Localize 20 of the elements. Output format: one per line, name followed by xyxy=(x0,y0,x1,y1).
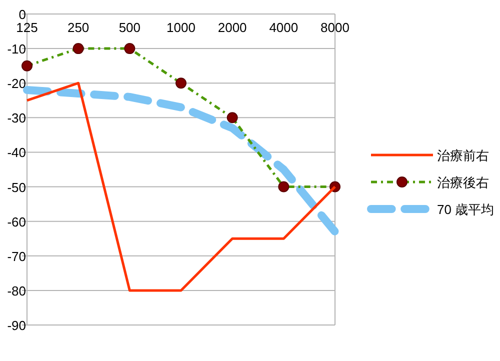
y-tick-label: 0 xyxy=(18,7,26,22)
x-tick-label: 500 xyxy=(118,20,141,35)
y-tick-label: -30 xyxy=(7,110,26,126)
y-tick-label: -10 xyxy=(7,42,26,57)
x-tick-label: 8000 xyxy=(320,20,350,35)
y-tick-label: -20 xyxy=(7,76,26,92)
x-tick-label: 250 xyxy=(67,20,90,35)
y-tick-label: -50 xyxy=(7,180,26,195)
y-tick-label: -40 xyxy=(7,145,26,160)
x-tick-label: 125 xyxy=(16,20,38,35)
x-tick-label: 1000 xyxy=(166,20,196,35)
x-tick-label: 4000 xyxy=(269,20,298,35)
y-tick-label: -80 xyxy=(7,283,26,298)
legend-label: 治療前右 xyxy=(437,148,489,163)
legend-label: 70 歳平均 xyxy=(437,202,494,217)
y-tick-label: -90 xyxy=(7,318,26,333)
x-tick-label: 2000 xyxy=(218,20,247,35)
y-tick-label: -60 xyxy=(7,214,26,230)
y-tick-label: -70 xyxy=(7,248,26,264)
legend-label: 治療後右 xyxy=(437,175,489,190)
